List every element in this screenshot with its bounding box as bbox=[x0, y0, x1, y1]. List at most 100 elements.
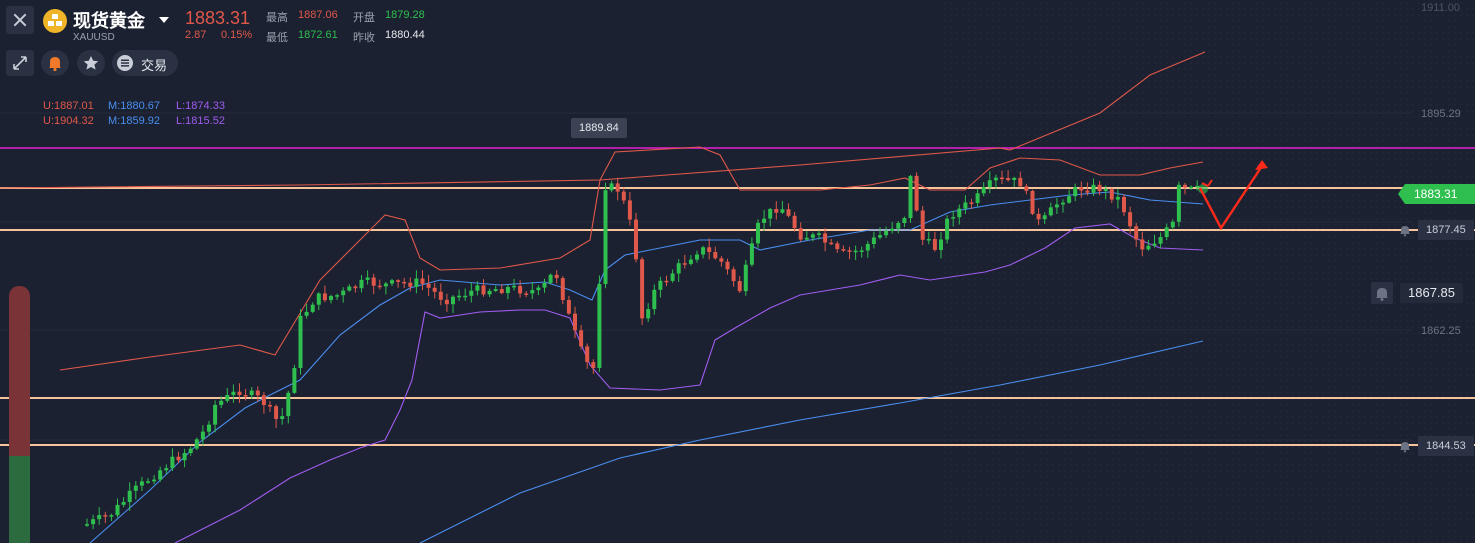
candle-body bbox=[420, 278, 425, 284]
candle-body bbox=[603, 190, 608, 284]
candle-body bbox=[1000, 177, 1004, 180]
candle-body bbox=[1152, 243, 1157, 246]
candle-body bbox=[817, 233, 821, 235]
candle-body bbox=[396, 280, 401, 282]
indicator-lower-2: L:1815.52 bbox=[176, 115, 225, 127]
candle-body bbox=[768, 209, 773, 219]
candle-body bbox=[115, 504, 120, 516]
candle-body bbox=[829, 242, 834, 245]
candle-body bbox=[975, 193, 980, 203]
candle-body bbox=[780, 209, 785, 213]
bell-icon[interactable] bbox=[1398, 223, 1412, 237]
candle-body bbox=[1183, 184, 1187, 188]
candle-body bbox=[646, 309, 651, 319]
candle-body bbox=[920, 210, 925, 240]
trade-label: 交易 bbox=[141, 59, 168, 74]
close-button[interactable] bbox=[6, 6, 34, 34]
instrument-title[interactable]: 现货黄金 bbox=[73, 11, 145, 32]
axis-tick: 1862.25 bbox=[1421, 325, 1461, 337]
bell-icon[interactable] bbox=[1398, 439, 1412, 453]
indicator-lower-1: L:1874.33 bbox=[176, 100, 225, 112]
candle-body bbox=[457, 295, 462, 298]
candle-body bbox=[329, 296, 333, 301]
sentiment-bar-sell bbox=[9, 286, 30, 456]
candle-body bbox=[438, 291, 443, 300]
candle-body bbox=[127, 490, 132, 502]
candle-body bbox=[1018, 177, 1023, 187]
candle-body bbox=[341, 290, 346, 296]
price-change: 2.87 bbox=[185, 29, 207, 41]
candle-body bbox=[1164, 227, 1169, 237]
candle-body bbox=[932, 239, 937, 250]
candle-body bbox=[219, 400, 224, 405]
candle-body bbox=[1176, 184, 1181, 222]
candle-body bbox=[743, 264, 748, 292]
candle-body bbox=[939, 239, 943, 250]
candle-body bbox=[945, 218, 950, 240]
candle-body bbox=[200, 431, 205, 440]
candle-body bbox=[347, 286, 352, 291]
bell-icon bbox=[49, 57, 61, 72]
candle-body bbox=[85, 524, 89, 526]
candle-body bbox=[164, 468, 169, 471]
candle-body bbox=[377, 285, 382, 288]
candle-body bbox=[194, 439, 199, 449]
candle-body bbox=[225, 395, 230, 401]
candle-body bbox=[1195, 185, 1200, 188]
candle-body bbox=[207, 424, 211, 432]
candle-body bbox=[139, 481, 144, 486]
candle-body bbox=[316, 293, 321, 305]
candle-body bbox=[652, 289, 657, 310]
gold-logo-icon bbox=[43, 9, 67, 33]
candle-body bbox=[505, 287, 510, 294]
forecast-arrow-line bbox=[1198, 165, 1264, 231]
candle-body bbox=[493, 289, 498, 291]
candle-body bbox=[548, 274, 553, 283]
high-label: 最高 bbox=[266, 11, 288, 24]
trade-button[interactable]: 交易 bbox=[112, 50, 178, 76]
indicator-upper-1: U:1887.01 bbox=[43, 100, 94, 112]
candle-body bbox=[268, 405, 272, 407]
collapse-button[interactable] bbox=[6, 50, 34, 76]
instrument-symbol: XAUUSD bbox=[73, 32, 115, 43]
candle-body bbox=[701, 247, 706, 255]
candle-body bbox=[554, 274, 559, 279]
candle-body bbox=[1012, 177, 1017, 180]
low-value: 1872.61 bbox=[298, 29, 338, 41]
candle-body bbox=[158, 470, 163, 480]
candle-body bbox=[774, 209, 779, 213]
candle-body bbox=[670, 273, 675, 281]
price-change-percent: 0.15% bbox=[221, 29, 253, 41]
candle-body bbox=[359, 279, 364, 289]
candle-body bbox=[1134, 226, 1139, 240]
candle-body bbox=[695, 254, 699, 260]
open-value: 1879.28 bbox=[385, 9, 425, 21]
candle-body bbox=[621, 191, 626, 201]
star-icon bbox=[83, 56, 99, 70]
favorite-button[interactable] bbox=[77, 50, 105, 76]
open-label: 开盘 bbox=[353, 11, 375, 24]
candle-body bbox=[579, 330, 584, 347]
caret-down-icon[interactable] bbox=[159, 17, 169, 23]
candle-body bbox=[536, 287, 541, 291]
chart-grid bbox=[0, 112, 1412, 441]
candle-body bbox=[987, 180, 992, 188]
long-upper-band-line bbox=[0, 51, 1206, 189]
alert-button[interactable] bbox=[41, 50, 69, 76]
candle-body bbox=[878, 235, 882, 238]
candle-body bbox=[365, 277, 370, 280]
candle-body bbox=[170, 456, 175, 469]
axis-tick-top: 1911.00 bbox=[1421, 2, 1460, 14]
candle-body bbox=[274, 406, 279, 419]
candle-body bbox=[902, 218, 907, 223]
forecast-arrow bbox=[1198, 160, 1268, 231]
candle-body bbox=[176, 456, 181, 461]
candle-body bbox=[1024, 186, 1029, 191]
prev-close-value: 1880.44 bbox=[385, 29, 425, 41]
candle-body bbox=[786, 209, 791, 216]
candle-body bbox=[792, 215, 797, 229]
alert-button[interactable] bbox=[1371, 282, 1393, 304]
candle-body bbox=[426, 283, 431, 288]
candle-body bbox=[1061, 202, 1065, 205]
